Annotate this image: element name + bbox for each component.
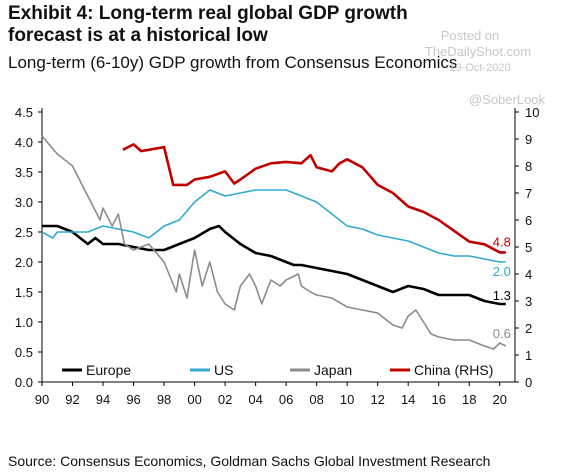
- chart-title: Exhibit 4: Long-term real global GDP gro…: [8, 3, 408, 46]
- x-tick-label: 20: [493, 392, 507, 407]
- y-tick-label-left: 4.0: [15, 135, 33, 150]
- x-tick-label: 08: [309, 392, 323, 407]
- x-tick-label: 98: [157, 392, 171, 407]
- y-tick-label-right: 10: [525, 105, 539, 120]
- y-tick-label-right: 7: [525, 186, 532, 201]
- y-tick-label-right: 9: [525, 132, 532, 147]
- x-tick-label: 92: [65, 392, 79, 407]
- legend-label-china-rhs: China (RHS): [414, 362, 493, 378]
- end-label-europe: 1.3: [493, 288, 511, 303]
- y-tick-label-right: 8: [525, 159, 532, 174]
- x-tick-label: 18: [462, 392, 476, 407]
- y-tick-label-right: 3: [525, 294, 532, 309]
- y-tick-label-left: 3.0: [15, 195, 33, 210]
- y-tick-label-left: 2.0: [15, 255, 33, 270]
- y-tick-label-left: 3.5: [15, 165, 33, 180]
- y-tick-label-left: 1.0: [15, 315, 33, 330]
- y-tick-label-left: 0.0: [15, 375, 33, 390]
- series-line-china-rhs: [122, 143, 506, 254]
- y-tick-label-right: 5: [525, 240, 532, 255]
- x-tick-label: 96: [126, 392, 140, 407]
- legend-label-europe: Europe: [86, 362, 131, 378]
- x-tick-label: 16: [431, 392, 445, 407]
- source-note: Source: Consensus Economics, Goldman Sac…: [8, 453, 491, 469]
- x-tick-label: 00: [187, 392, 201, 407]
- end-label-china-rhs: 4.8: [493, 234, 511, 249]
- watermark-handle: @SoberLook: [468, 92, 546, 107]
- x-tick-label: 14: [401, 392, 415, 407]
- y-tick-label-right: 4: [525, 267, 532, 282]
- y-tick-label-left: 0.5: [15, 345, 33, 360]
- x-tick-label: 12: [370, 392, 384, 407]
- series-line-japan: [41, 135, 507, 350]
- watermark-site: TheDailyShot.com: [424, 44, 532, 59]
- x-tick-label: 10: [340, 392, 354, 407]
- y-tick-label-left: 2.5: [15, 225, 33, 240]
- x-tick-label: 94: [96, 392, 110, 407]
- chart-subtitle: Long-term (6-10y) GDP growth from Consen…: [8, 53, 458, 72]
- end-label-japan: 0.6: [493, 326, 511, 341]
- x-tick-label: 02: [218, 392, 232, 407]
- x-tick-label: 04: [248, 392, 262, 407]
- watermark-posted-on: Posted on: [440, 28, 500, 43]
- watermark-date: 19-Oct-2020: [449, 62, 511, 74]
- legend-label-japan: Japan: [314, 362, 352, 378]
- y-tick-label-left: 1.5: [15, 285, 33, 300]
- y-tick-label-left: 4.5: [15, 105, 33, 120]
- x-tick-label: 90: [35, 392, 49, 407]
- x-tick-label: 06: [279, 392, 293, 407]
- y-tick-label-right: 6: [525, 213, 532, 228]
- y-tick-label-right: 2: [525, 321, 532, 336]
- series-line-europe: [42, 224, 506, 306]
- legend-label-us: US: [214, 362, 233, 378]
- end-label-us: 2.0: [493, 264, 511, 279]
- y-tick-label-right: 0: [525, 375, 532, 390]
- y-tick-label-right: 1: [525, 348, 532, 363]
- series-line-us: [41, 189, 506, 263]
